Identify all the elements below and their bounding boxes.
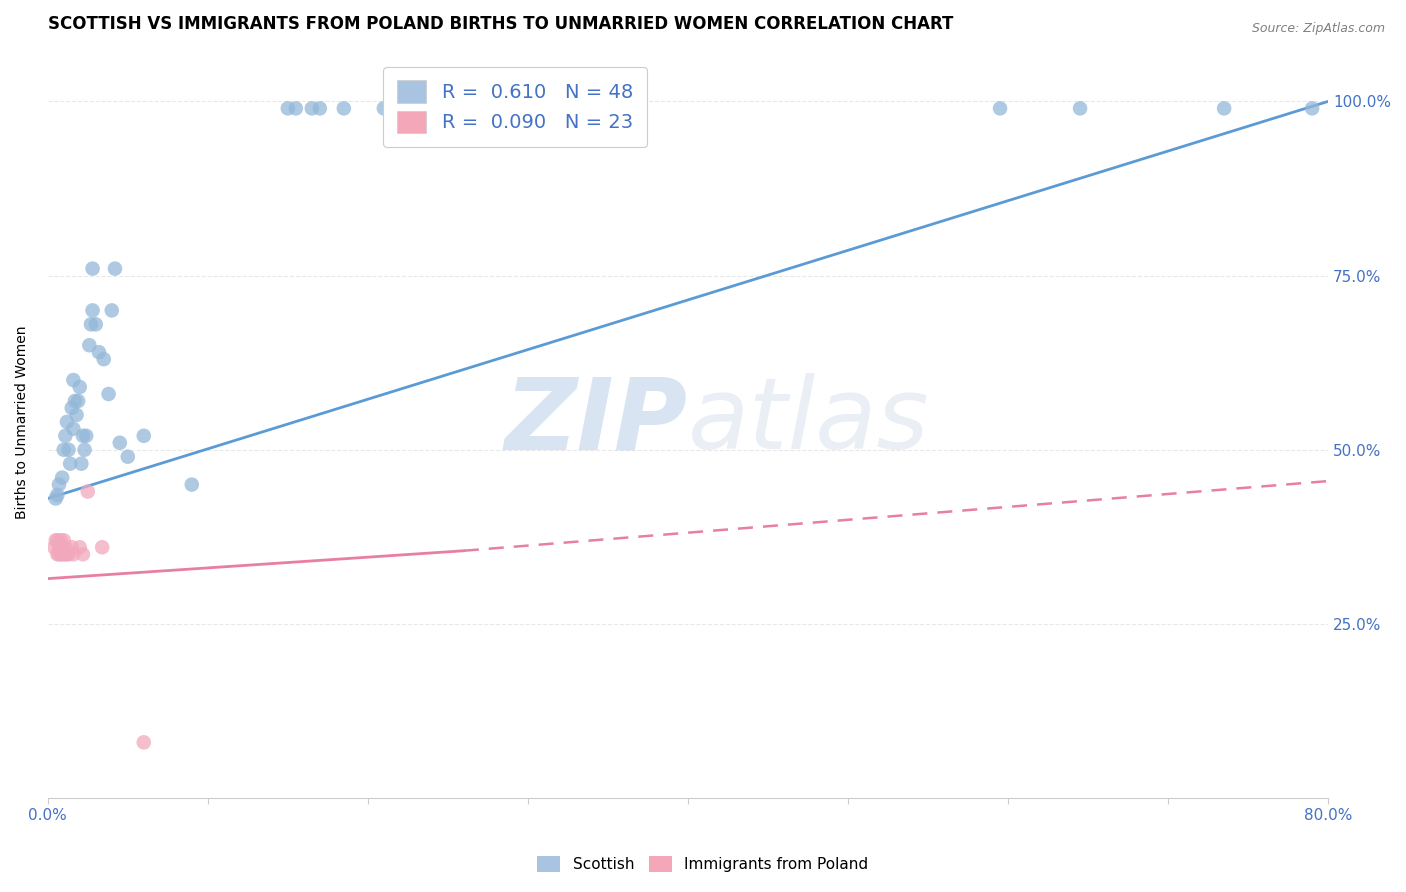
Point — [44, 541, 66, 555]
Point — [104, 261, 127, 276]
Point — [373, 101, 395, 115]
Text: atlas: atlas — [688, 374, 929, 470]
Point — [108, 435, 131, 450]
Point — [62, 373, 84, 387]
Legend: Scottish, Immigrants from Poland: Scottish, Immigrants from Poland — [530, 848, 876, 880]
Point — [69, 380, 91, 394]
Point — [46, 533, 69, 548]
Point — [58, 442, 80, 457]
Point — [82, 261, 104, 276]
Point — [132, 735, 155, 749]
Point — [1301, 101, 1323, 115]
Point — [52, 442, 75, 457]
Point — [70, 457, 93, 471]
Point — [60, 541, 83, 555]
Point — [62, 422, 84, 436]
Point — [76, 484, 98, 499]
Y-axis label: Births to Unmarried Women: Births to Unmarried Women — [15, 325, 30, 518]
Point — [277, 101, 299, 115]
Point — [1069, 101, 1091, 115]
Text: Source: ZipAtlas.com: Source: ZipAtlas.com — [1251, 22, 1385, 36]
Point — [87, 345, 110, 359]
Point — [93, 352, 115, 367]
Point — [72, 547, 94, 561]
Point — [67, 394, 90, 409]
Point — [333, 101, 356, 115]
Point — [100, 303, 122, 318]
Point — [51, 541, 73, 555]
Point — [180, 477, 202, 491]
Point — [988, 101, 1011, 115]
Point — [117, 450, 139, 464]
Point — [97, 387, 120, 401]
Point — [84, 318, 107, 332]
Point — [91, 541, 114, 555]
Point — [56, 547, 79, 561]
Point — [509, 101, 531, 115]
Point — [1213, 101, 1236, 115]
Point — [51, 470, 73, 484]
Point — [284, 101, 307, 115]
Point — [52, 547, 75, 561]
Text: ZIP: ZIP — [505, 374, 688, 470]
Point — [75, 429, 97, 443]
Point — [58, 547, 80, 561]
Point — [56, 415, 79, 429]
Point — [73, 442, 96, 457]
Point — [59, 457, 82, 471]
Point — [63, 394, 86, 409]
Point — [301, 101, 323, 115]
Point — [80, 318, 103, 332]
Point — [60, 401, 83, 415]
Point — [381, 101, 404, 115]
Point — [45, 491, 67, 506]
Point — [69, 541, 91, 555]
Point — [52, 533, 75, 548]
Point — [49, 547, 72, 561]
Point — [53, 541, 76, 555]
Point — [45, 533, 67, 548]
Point — [48, 547, 70, 561]
Text: SCOTTISH VS IMMIGRANTS FROM POLAND BIRTHS TO UNMARRIED WOMEN CORRELATION CHART: SCOTTISH VS IMMIGRANTS FROM POLAND BIRTH… — [48, 15, 953, 33]
Point — [46, 488, 69, 502]
Point — [388, 101, 411, 115]
Point — [53, 429, 76, 443]
Point — [533, 101, 555, 115]
Point — [53, 547, 76, 561]
Point — [62, 547, 84, 561]
Point — [72, 429, 94, 443]
Point — [46, 547, 69, 561]
Legend: R =  0.610   N = 48, R =  0.090   N = 23: R = 0.610 N = 48, R = 0.090 N = 23 — [384, 67, 647, 146]
Point — [49, 533, 72, 548]
Point — [79, 338, 101, 352]
Point — [48, 477, 70, 491]
Point — [48, 541, 70, 555]
Point — [82, 303, 104, 318]
Point — [65, 408, 87, 422]
Point — [132, 429, 155, 443]
Point — [308, 101, 330, 115]
Point — [51, 547, 73, 561]
